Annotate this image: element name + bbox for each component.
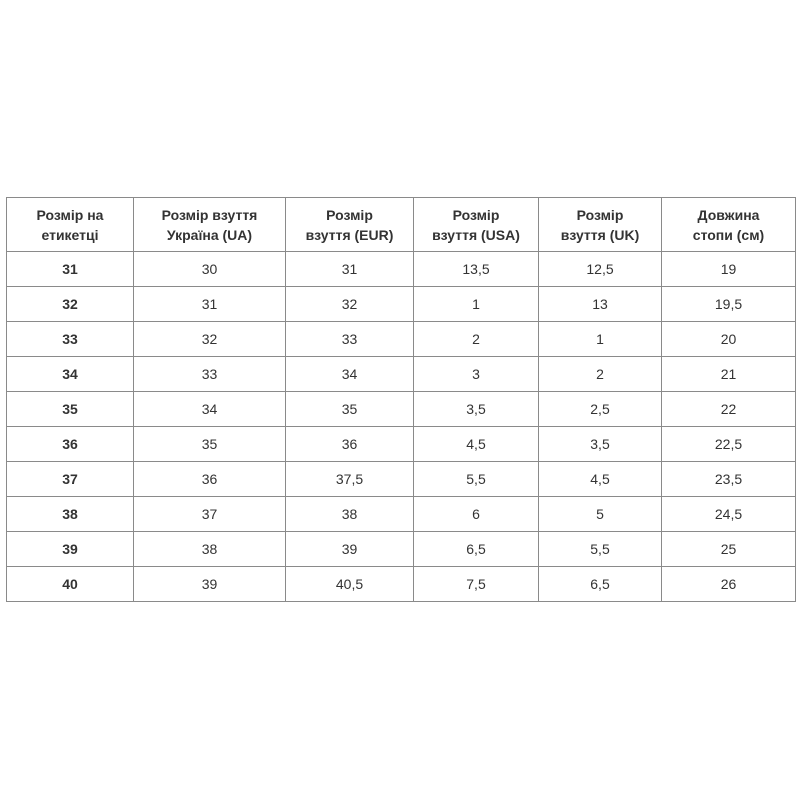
table-row: 40 39 40,5 7,5 6,5 26 bbox=[6, 566, 796, 602]
cell-uk-size: 4,5 bbox=[538, 461, 662, 497]
cell-eur-size: 35 bbox=[285, 391, 414, 427]
column-header-usa-size: Розмір взуття (USA) bbox=[413, 197, 539, 252]
cell-uk-size: 2,5 bbox=[538, 391, 662, 427]
table-row: 34 33 34 3 2 21 bbox=[6, 356, 796, 392]
cell-ua-size: 31 bbox=[133, 286, 286, 322]
table-row: 36 35 36 4,5 3,5 22,5 bbox=[6, 426, 796, 462]
column-header-label-size: Розмір на етикетці bbox=[6, 197, 134, 252]
cell-usa-size: 5,5 bbox=[413, 461, 539, 497]
cell-label-size: 39 bbox=[6, 531, 134, 567]
cell-uk-size: 5,5 bbox=[538, 531, 662, 567]
header-row: Розмір на етикетці Розмір взуття Україна (U… bbox=[6, 197, 796, 252]
table-row: 37 36 37,5 5,5 4,5 23,5 bbox=[6, 461, 796, 497]
column-header-uk-size: Розмір взуття (UK) bbox=[538, 197, 662, 252]
cell-label-size: 37 bbox=[6, 461, 134, 497]
column-header-eur-size: Розмір взуття (EUR) bbox=[285, 197, 414, 252]
size-chart-table: Розмір на етикетці Розмір взуття Україна (U… bbox=[6, 197, 796, 602]
cell-label-size: 40 bbox=[6, 566, 134, 602]
cell-uk-size: 2 bbox=[538, 356, 662, 392]
cell-foot-length: 23,5 bbox=[661, 461, 796, 497]
cell-foot-length: 25 bbox=[661, 531, 796, 567]
cell-ua-size: 32 bbox=[133, 321, 286, 357]
cell-foot-length: 20 bbox=[661, 321, 796, 357]
cell-eur-size: 39 bbox=[285, 531, 414, 567]
cell-label-size: 38 bbox=[6, 496, 134, 532]
cell-usa-size: 6 bbox=[413, 496, 539, 532]
cell-usa-size: 7,5 bbox=[413, 566, 539, 602]
cell-eur-size: 38 bbox=[285, 496, 414, 532]
cell-foot-length: 26 bbox=[661, 566, 796, 602]
cell-label-size: 32 bbox=[6, 286, 134, 322]
cell-uk-size: 13 bbox=[538, 286, 662, 322]
cell-uk-size: 1 bbox=[538, 321, 662, 357]
cell-eur-size: 33 bbox=[285, 321, 414, 357]
cell-uk-size: 3,5 bbox=[538, 426, 662, 462]
cell-ua-size: 30 bbox=[133, 251, 286, 287]
cell-ua-size: 36 bbox=[133, 461, 286, 497]
cell-usa-size: 13,5 bbox=[413, 251, 539, 287]
cell-foot-length: 22 bbox=[661, 391, 796, 427]
cell-label-size: 34 bbox=[6, 356, 134, 392]
cell-eur-size: 40,5 bbox=[285, 566, 414, 602]
cell-label-size: 35 bbox=[6, 391, 134, 427]
cell-usa-size: 4,5 bbox=[413, 426, 539, 462]
table-row: 35 34 35 3,5 2,5 22 bbox=[6, 391, 796, 427]
table-row: 38 37 38 6 5 24,5 bbox=[6, 496, 796, 532]
cell-eur-size: 36 bbox=[285, 426, 414, 462]
cell-foot-length: 22,5 bbox=[661, 426, 796, 462]
cell-ua-size: 37 bbox=[133, 496, 286, 532]
cell-uk-size: 12,5 bbox=[538, 251, 662, 287]
cell-uk-size: 5 bbox=[538, 496, 662, 532]
cell-foot-length: 21 bbox=[661, 356, 796, 392]
cell-usa-size: 3 bbox=[413, 356, 539, 392]
cell-foot-length: 19,5 bbox=[661, 286, 796, 322]
table-row: 33 32 33 2 1 20 bbox=[6, 321, 796, 357]
table-row: 32 31 32 1 13 19,5 bbox=[6, 286, 796, 322]
cell-uk-size: 6,5 bbox=[538, 566, 662, 602]
cell-ua-size: 35 bbox=[133, 426, 286, 462]
column-header-foot-length: Довжина стопи (см) bbox=[661, 197, 796, 252]
cell-label-size: 36 bbox=[6, 426, 134, 462]
cell-foot-length: 24,5 bbox=[661, 496, 796, 532]
cell-usa-size: 3,5 bbox=[413, 391, 539, 427]
cell-eur-size: 31 bbox=[285, 251, 414, 287]
cell-foot-length: 19 bbox=[661, 251, 796, 287]
cell-label-size: 33 bbox=[6, 321, 134, 357]
cell-ua-size: 39 bbox=[133, 566, 286, 602]
cell-eur-size: 32 bbox=[285, 286, 414, 322]
cell-usa-size: 1 bbox=[413, 286, 539, 322]
cell-eur-size: 37,5 bbox=[285, 461, 414, 497]
table-row: 39 38 39 6,5 5,5 25 bbox=[6, 531, 796, 567]
cell-usa-size: 6,5 bbox=[413, 531, 539, 567]
cell-usa-size: 2 bbox=[413, 321, 539, 357]
table-row: 31 30 31 13,5 12,5 19 bbox=[6, 251, 796, 287]
cell-ua-size: 33 bbox=[133, 356, 286, 392]
column-header-ua-size: Розмір взуття Україна (UA) bbox=[133, 197, 286, 252]
cell-ua-size: 34 bbox=[133, 391, 286, 427]
cell-ua-size: 38 bbox=[133, 531, 286, 567]
cell-label-size: 31 bbox=[6, 251, 134, 287]
cell-eur-size: 34 bbox=[285, 356, 414, 392]
